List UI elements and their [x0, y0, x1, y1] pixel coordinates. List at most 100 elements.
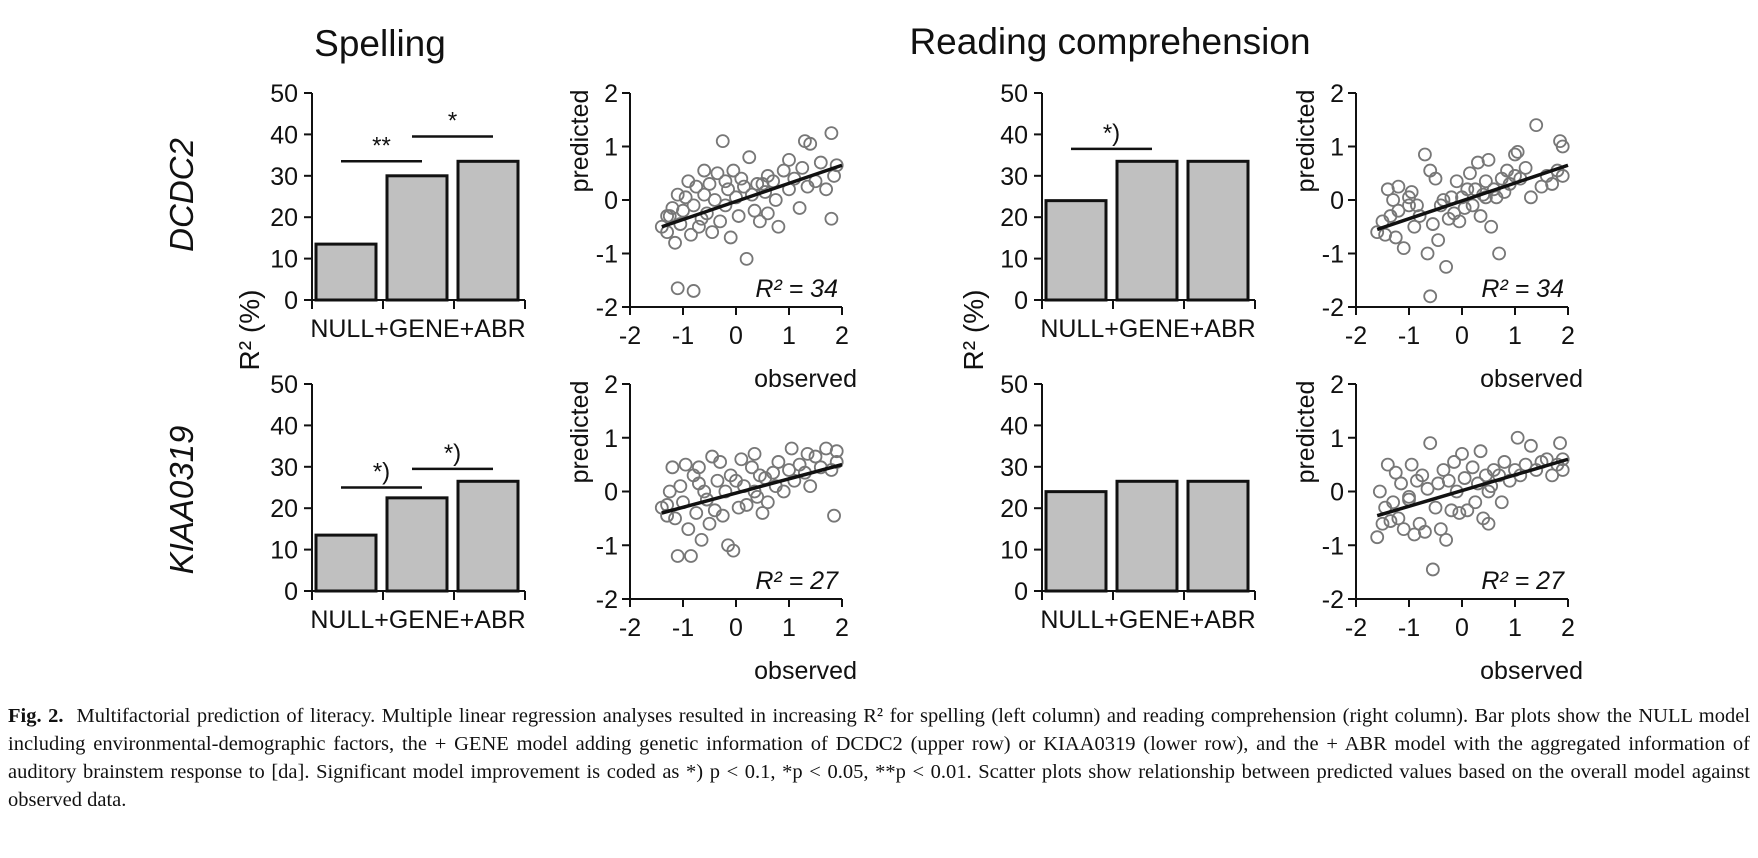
- scatter-point: [739, 498, 754, 512]
- scatter-point: [697, 163, 712, 178]
- bar-y-tick-label: 40: [1000, 121, 1028, 149]
- scatter-x-tick-label: 2: [835, 614, 849, 642]
- scatter-ylabel: predicted: [566, 90, 594, 193]
- scatter-point: [1508, 147, 1522, 162]
- bar-y-tick-label: 30: [1000, 163, 1028, 191]
- significance-label: *: [448, 107, 457, 134]
- significance-label: *): [444, 440, 461, 467]
- scatter-point: [713, 214, 727, 229]
- bar-ylabel-spelling: R² (%): [234, 290, 265, 371]
- scatter-point: [1423, 289, 1438, 304]
- scatter-point: [697, 187, 712, 202]
- scatter-point: [1423, 436, 1438, 451]
- scatter-point: [668, 511, 682, 526]
- scatter-point: [1370, 530, 1385, 545]
- scatter-point: [1420, 246, 1435, 261]
- r-squared-label: R² = 27: [1481, 567, 1565, 595]
- scatter-point: [1468, 495, 1483, 510]
- scatter-point: [795, 160, 810, 175]
- bar-plus-abr: [456, 479, 520, 593]
- scatter-chart-0: -2 -1 0 1 2 -2 -1 0 1 2 observed predicted R² = 34: [566, 80, 857, 393]
- scatter-point: [829, 455, 844, 469]
- scatter-point: [771, 219, 786, 234]
- scatter-point: [1383, 514, 1398, 528]
- significance-label: *): [1103, 120, 1120, 147]
- scatter-x-tick-label: 0: [729, 322, 743, 350]
- scatter-point: [710, 473, 725, 488]
- scatter-point: [734, 452, 749, 467]
- scatter-point: [766, 465, 780, 480]
- row-label-kiaa0319: KIAA0319: [163, 426, 200, 575]
- scatter-point: [776, 484, 791, 499]
- scatter-y-tick-label: -1: [1322, 532, 1344, 560]
- bar-plus-abr: [456, 159, 520, 302]
- scatter-point: [747, 203, 762, 218]
- scatter-point: [750, 177, 765, 191]
- scatter-point: [1484, 219, 1499, 234]
- scatter-point: [1425, 562, 1440, 577]
- figure-caption: Fig. 2. Multifactorial prediction of lit…: [8, 702, 1750, 814]
- bar-null: [1044, 490, 1108, 593]
- scatter-y-tick-label: 1: [604, 134, 618, 162]
- scatter-point: [1510, 430, 1525, 445]
- scatter-point: [1391, 179, 1406, 194]
- scatter-x-tick-label: -1: [672, 614, 694, 642]
- scatter-ylabel: predicted: [566, 381, 594, 484]
- scatter-y-tick-label: -1: [596, 532, 618, 560]
- scatter-point: [678, 190, 693, 205]
- scatter-point: [1396, 241, 1411, 256]
- scatter-point: [673, 479, 688, 494]
- scatter-point: [1436, 463, 1451, 477]
- bar-y-tick-label: 40: [270, 412, 298, 440]
- scatter-point: [662, 484, 677, 499]
- scatter-point: [760, 495, 775, 510]
- scatter-point: [726, 163, 741, 178]
- scatter-point: [1428, 171, 1443, 186]
- scatter-point: [1425, 217, 1440, 231]
- scatter-point: [829, 444, 844, 459]
- scatter-y-tick-label: 1: [1330, 134, 1344, 162]
- bar-y-tick-label: 30: [1000, 454, 1028, 482]
- scatter-point: [1428, 500, 1443, 515]
- regression-line: [661, 163, 843, 229]
- bar-plus-gene: [385, 496, 449, 593]
- scatter-point: [718, 174, 733, 189]
- scatter-x-tick-label: -1: [672, 322, 694, 350]
- scatter-point: [681, 522, 696, 537]
- scatter-point: [784, 441, 799, 456]
- scatter-point: [694, 532, 709, 547]
- scatter-ylabel: predicted: [1292, 90, 1320, 193]
- scatter-point: [1481, 516, 1496, 531]
- scatter-point: [1465, 198, 1480, 213]
- scatter-point: [1452, 506, 1467, 520]
- scatter-point: [1463, 166, 1477, 181]
- scatter-x-tick-label: 1: [1508, 614, 1522, 642]
- scatter-point: [676, 203, 690, 218]
- scatter-point: [1402, 190, 1416, 205]
- scatter-x-tick-label: -2: [619, 322, 641, 350]
- scatter-x-tick-label: 0: [1455, 322, 1469, 350]
- scatter-point: [1457, 471, 1472, 485]
- scatter-point: [1402, 198, 1416, 213]
- scatter-point: [1370, 225, 1385, 240]
- scatter-point: [819, 182, 833, 197]
- scatter-point: [1494, 495, 1509, 510]
- scatter-point: [1473, 444, 1488, 459]
- scatter-point: [808, 449, 823, 464]
- bar-null: [314, 242, 378, 302]
- scatter-point: [726, 543, 741, 558]
- scatter-point: [1524, 438, 1538, 453]
- chart-panels: 01020304050NULL+GENE+ABR***01020304050NU…: [270, 80, 1583, 680]
- scatter-point: [665, 460, 680, 475]
- scatter-x-tick-label: 1: [782, 322, 796, 350]
- scatter-point: [1497, 455, 1512, 469]
- scatter-point: [1457, 201, 1472, 215]
- scatter-point: [705, 225, 720, 240]
- bar-null: [314, 533, 378, 593]
- bar-chart-3: 0 10 20 30 40 50 NULL+GENE+ABR: [1000, 371, 1256, 634]
- scatter-point: [771, 455, 786, 469]
- scatter-x-tick-label: 2: [1561, 614, 1575, 642]
- bar-y-tick-label: 50: [1000, 80, 1028, 108]
- scatter-point: [1553, 436, 1567, 451]
- scatter-point: [768, 193, 783, 207]
